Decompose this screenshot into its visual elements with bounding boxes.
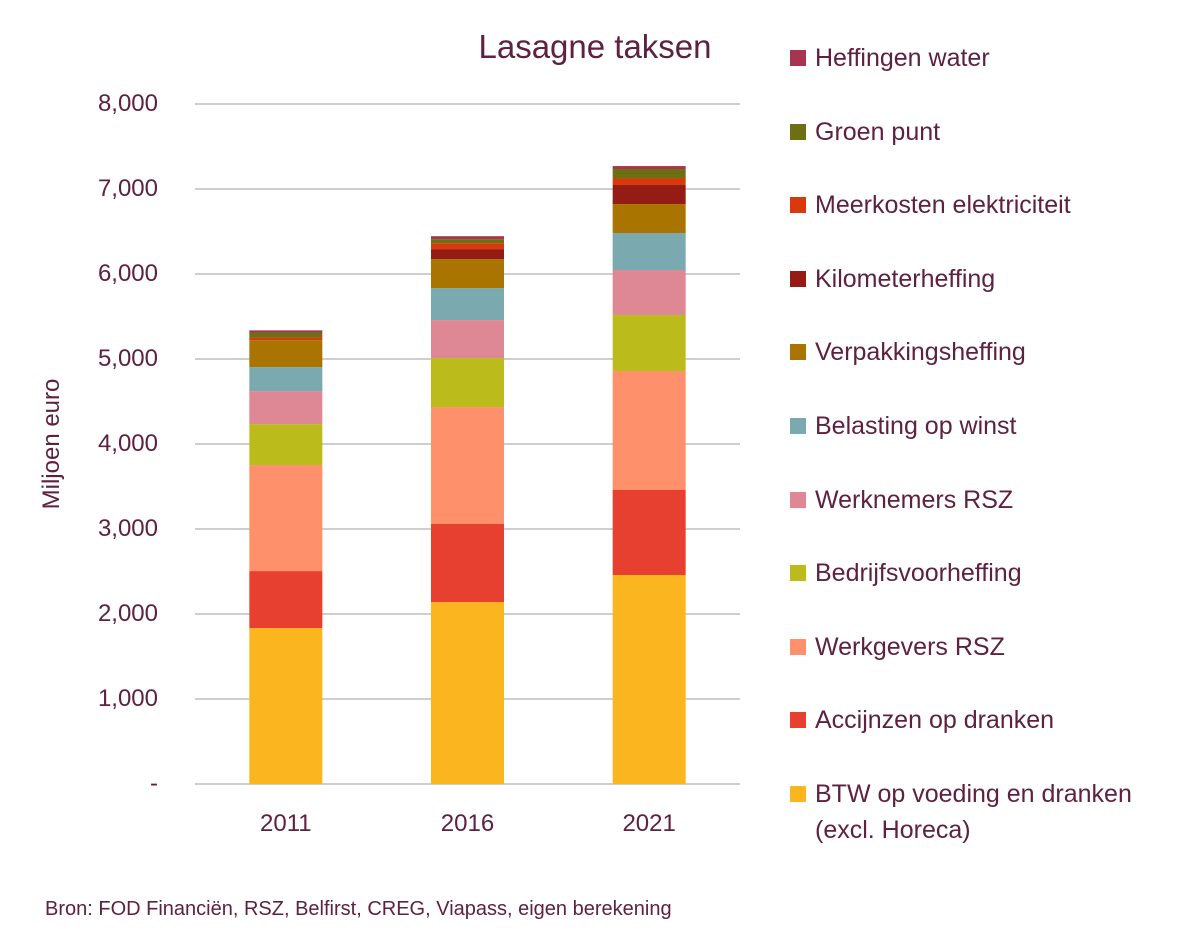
bar-segment xyxy=(249,571,323,629)
legend-item: Kilometerheffing xyxy=(790,261,995,297)
legend-label: Meerkosten elektriciteit xyxy=(815,191,1071,220)
legend-item: Heffingen water xyxy=(790,40,990,76)
bar-segment xyxy=(612,270,686,315)
legend-label: Werknemers RSZ xyxy=(815,485,1014,514)
bar-segment xyxy=(249,330,323,333)
bar-segment xyxy=(612,314,686,371)
bar-segment xyxy=(431,288,504,321)
bar-segment xyxy=(431,243,504,250)
legend-item: Werknemers RSZ xyxy=(790,482,1013,518)
legend-item: Accijnzen op dranken xyxy=(790,702,1054,738)
legend-swatch xyxy=(790,50,806,66)
x-tick-label: 2016 xyxy=(440,810,495,837)
bar-segment xyxy=(431,602,504,784)
legend-swatch xyxy=(790,491,806,508)
bar-segment xyxy=(612,233,686,271)
legend-label: Bedrijfsvoorheffing xyxy=(815,559,1022,588)
legend-swatch xyxy=(790,786,806,802)
legend-swatch xyxy=(790,565,806,582)
y-tick-label: 3,000 xyxy=(97,515,158,542)
chart-title: Lasagne taksen xyxy=(478,28,712,65)
y-tick-label: 6,000 xyxy=(97,260,158,287)
y-tick-label: - xyxy=(150,770,158,797)
x-tick-label: 2021 xyxy=(622,810,676,837)
bar-segment xyxy=(249,628,323,784)
legend-item: Verpakkingsheffing xyxy=(790,334,1026,370)
legend-item: Meerkosten elektriciteit xyxy=(790,187,1071,223)
legend-label: Werkgevers RSZ xyxy=(815,632,1005,661)
legend-item: Werkgevers RSZ xyxy=(790,629,1005,665)
bar-segment xyxy=(431,407,504,524)
bar-segment xyxy=(431,236,504,240)
bar-segment xyxy=(249,340,323,368)
bar-segment xyxy=(431,523,504,603)
y-tick-label: 1,000 xyxy=(97,685,158,712)
bar-segment xyxy=(612,178,686,186)
y-tick-label: 8,000 xyxy=(97,90,158,117)
bar-segment xyxy=(249,465,323,572)
legend-label: BTW op voeding en dranken (excl. Horeca) xyxy=(815,780,1132,844)
legend-item: BTW op voeding en dranken (excl. Horeca) xyxy=(790,776,1185,848)
bar-segment xyxy=(612,370,686,490)
bar-segment xyxy=(249,332,323,338)
y-axis-label: Miljoen euro xyxy=(38,378,65,510)
legend-swatch xyxy=(790,418,806,434)
bar-segment xyxy=(249,337,323,341)
legend-swatch xyxy=(790,197,806,214)
bar-segment xyxy=(431,249,504,260)
bar-segment xyxy=(612,204,686,234)
legend-label: Accijnzen op dranken xyxy=(815,706,1055,735)
legend-swatch xyxy=(790,270,806,287)
legend-label: Heffingen water xyxy=(815,44,990,72)
y-tick-label: 2,000 xyxy=(97,600,158,627)
y-tick-label: 5,000 xyxy=(97,345,158,372)
legend-swatch xyxy=(790,123,806,140)
legend-swatch xyxy=(790,712,806,729)
bar-segment xyxy=(612,574,686,784)
source-note: Bron: FOD Financiën, RSZ, Belfirst, CREG… xyxy=(45,898,672,920)
bar-segment xyxy=(612,185,686,205)
legend-label: Verpakkingsheffing xyxy=(815,338,1026,367)
bar-segment xyxy=(612,489,686,575)
bar-segment xyxy=(431,320,504,359)
bar-segment xyxy=(431,358,504,408)
legend-item: Bedrijfsvoorheffing xyxy=(790,555,1022,591)
legend-item: Groen punt xyxy=(790,114,940,150)
legend-swatch xyxy=(790,344,806,361)
legend-label: Kilometerheffing xyxy=(815,264,996,293)
bar-segment xyxy=(612,166,686,170)
bar-segment xyxy=(431,239,504,244)
bar-segment xyxy=(249,424,323,466)
legend-label: Belasting op winst xyxy=(815,412,1017,440)
bar-segment xyxy=(612,169,686,179)
y-tick-label: 4,000 xyxy=(97,430,158,457)
y-tick-label: 7,000 xyxy=(97,175,158,202)
bar-segment xyxy=(431,259,504,289)
legend-item: Belasting op winst xyxy=(790,408,1017,444)
bar-segment xyxy=(249,391,323,425)
bar-segment xyxy=(249,367,323,392)
legend-swatch xyxy=(790,638,806,655)
x-tick-label: 2011 xyxy=(260,810,312,837)
legend-label: Groen punt xyxy=(815,117,941,146)
